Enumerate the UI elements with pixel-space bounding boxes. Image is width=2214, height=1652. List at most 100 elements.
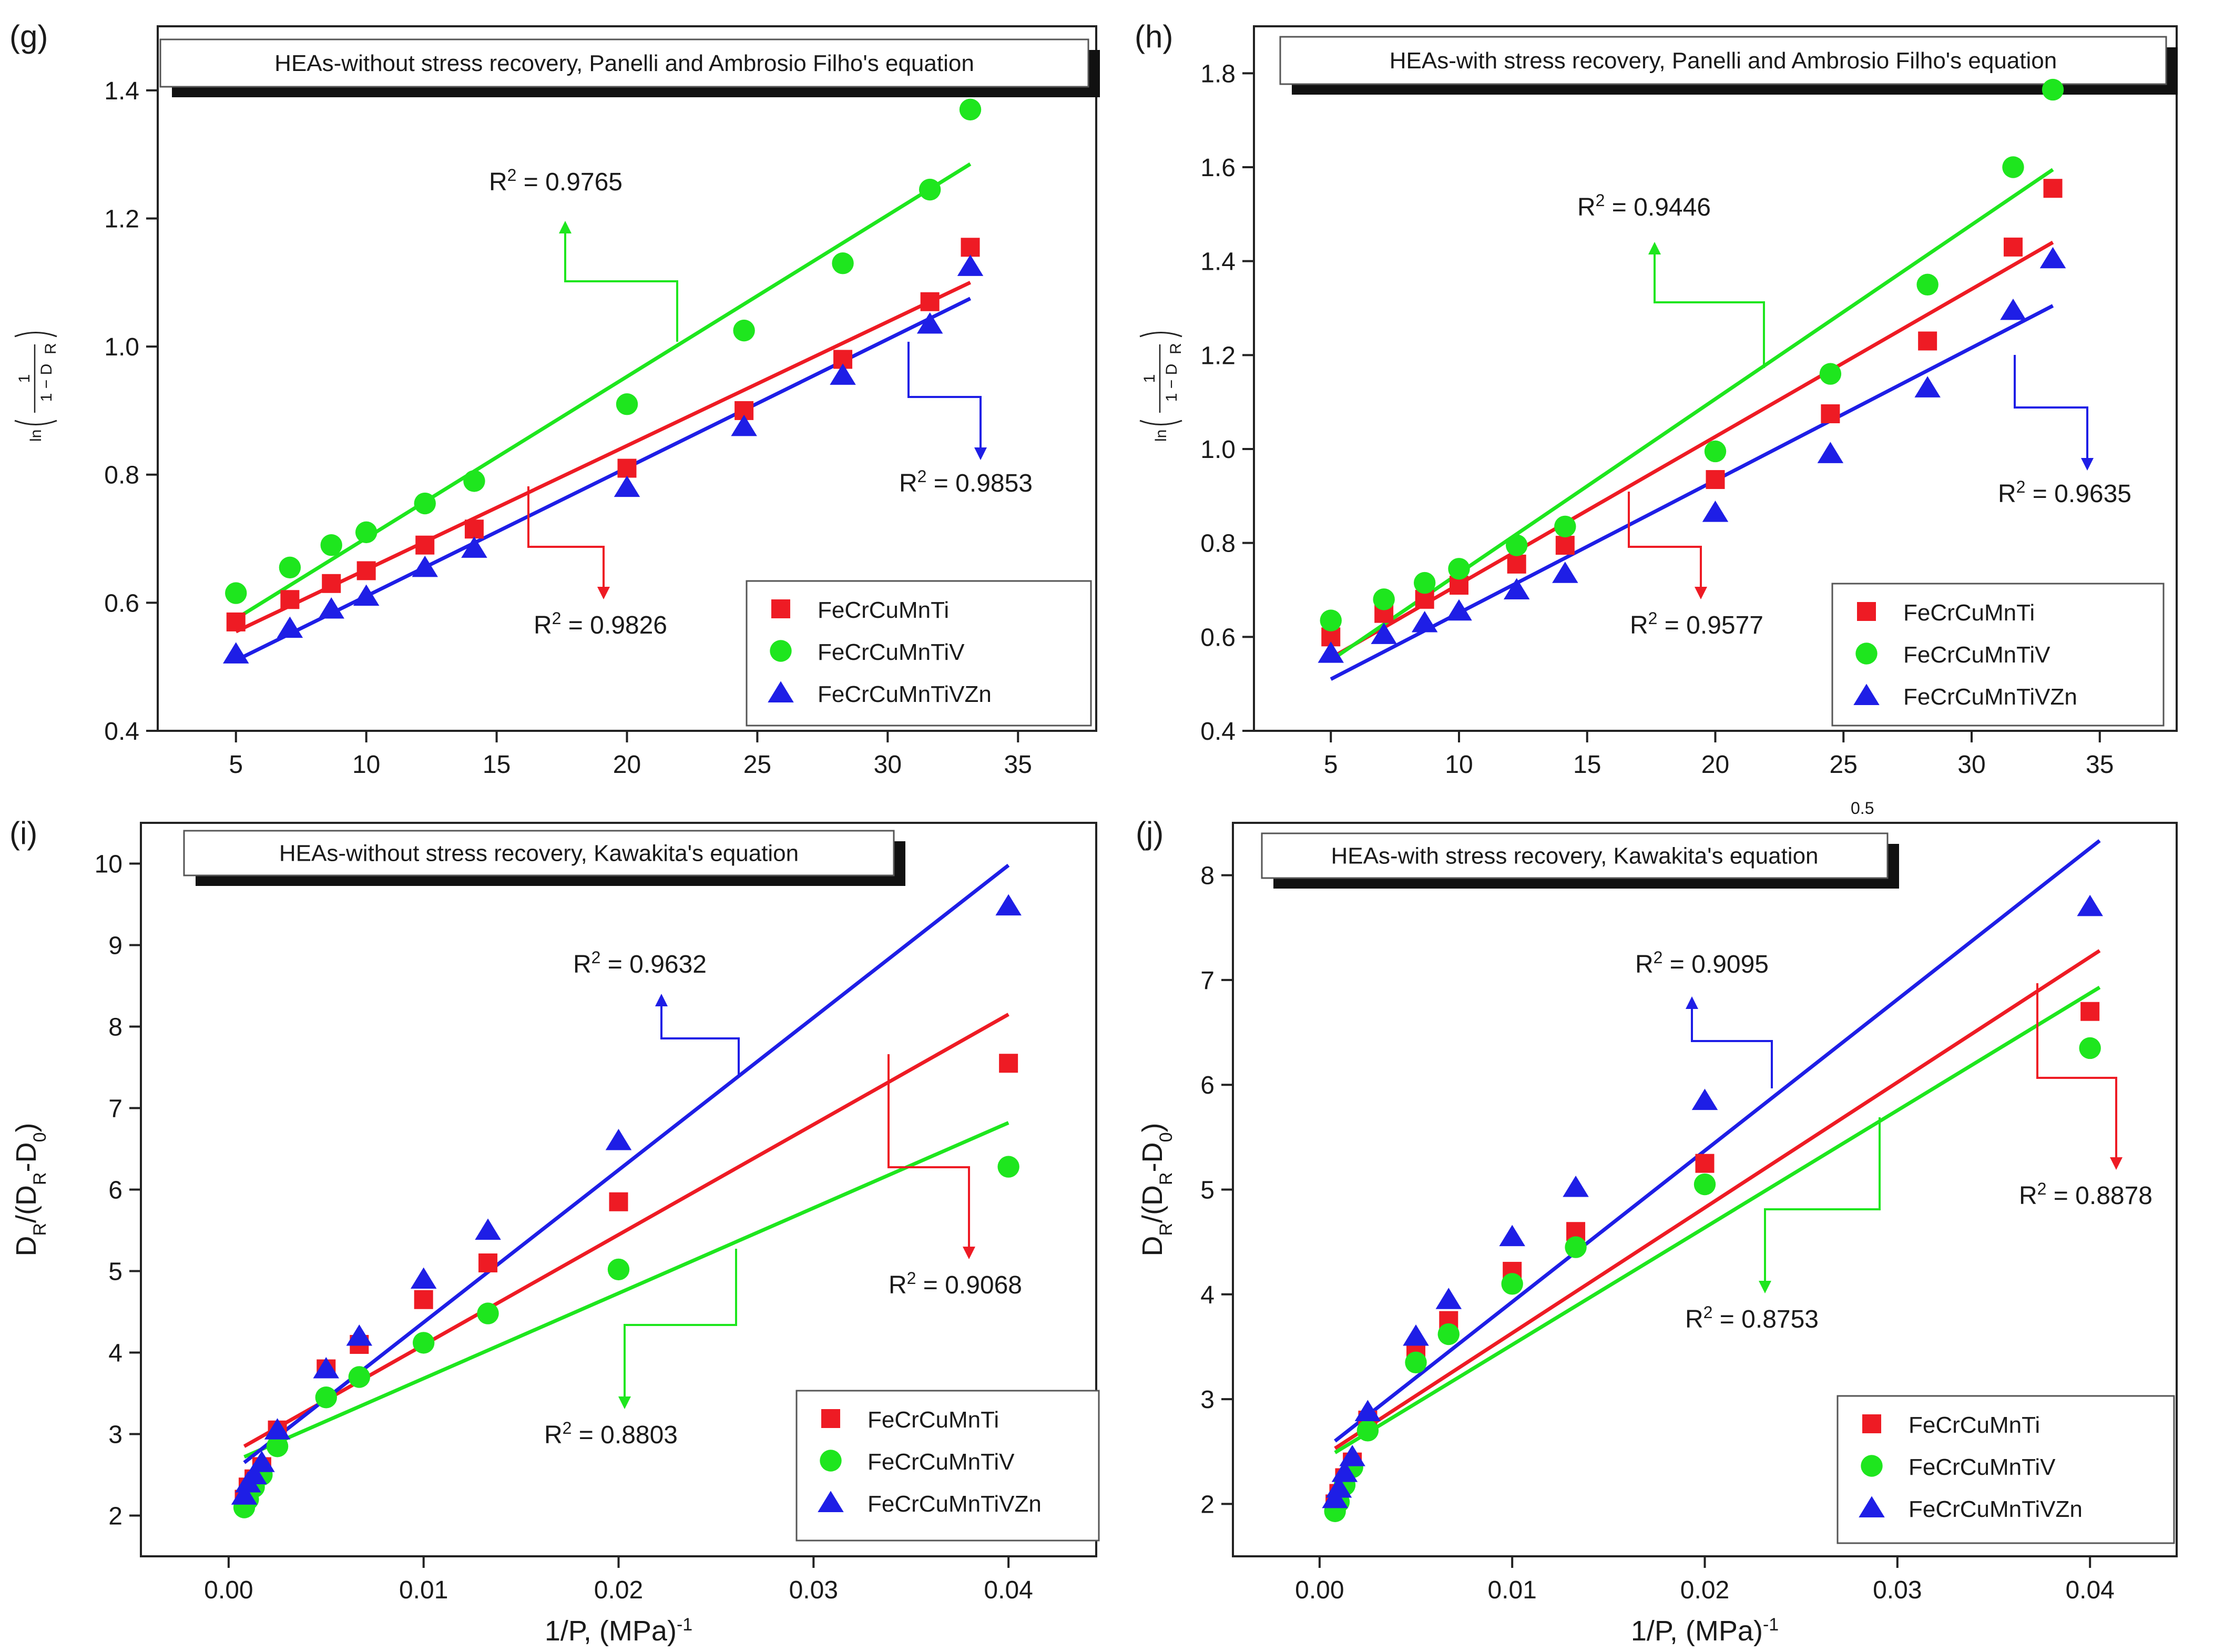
data-point-green [1373, 588, 1395, 610]
y-tick-label: 2 [108, 1503, 123, 1531]
data-point-red [478, 1253, 498, 1272]
y-label-text: DR/(DR-D0) [11, 1123, 50, 1257]
legend-marker-blue [1853, 684, 1880, 705]
title-box [1261, 832, 1889, 879]
data-point-green [1501, 1273, 1523, 1295]
y-tick-label: 0.6 [104, 589, 139, 617]
data-point-blue [916, 312, 943, 334]
x-tick-label: 15 [1573, 751, 1601, 779]
data-point-blue [231, 1483, 258, 1505]
data-point-red [226, 612, 246, 631]
data-point-blue [249, 1451, 275, 1472]
panel-label: (j) [1136, 815, 1164, 851]
data-point-green [1565, 1236, 1587, 1258]
data-point-green [1405, 1351, 1427, 1374]
data-point-red [920, 292, 940, 311]
data-point-blue [614, 475, 640, 497]
data-point-blue [995, 894, 1022, 916]
data-point-blue [2000, 298, 2026, 320]
chart-panel-i: 0.00 0.01 0.02 0.03 0.04 2 3 4 5 6 7 8 9 10 (i) HEAs-wi… [9, 815, 1100, 1647]
y-tick-label: 4 [1200, 1281, 1215, 1309]
x-tick-label: 20 [613, 751, 641, 779]
y-label-ln: ln [1152, 430, 1170, 442]
data-point-blue [223, 642, 249, 664]
y-label-paren-left [14, 420, 57, 425]
r2-arrowhead-green [1648, 242, 1661, 254]
fit-line-red [1334, 949, 2101, 1450]
legend-marker-green [1861, 1455, 1883, 1477]
r2-arrow-blue [2014, 355, 2088, 459]
data-point-green [1413, 572, 1436, 594]
data-point-blue [241, 1463, 267, 1484]
data-point-blue [2039, 247, 2066, 269]
r2-label-green: R2 = 0.8803 [544, 1419, 678, 1449]
data-point-green [266, 1435, 289, 1457]
x-tick-label: 30 [1957, 751, 1985, 779]
y-tick-label: 0.8 [104, 462, 139, 490]
x-tick-label: 0.04 [984, 1576, 1033, 1604]
data-point-green [1356, 1420, 1379, 1442]
y-tick-label: 0.6 [1200, 624, 1236, 651]
chart-panel-g: 5 10 15 20 25 30 35 0.4 0.6 0.8 1.0 1.2 1.4 (g) HEAs-w… [9, 19, 1100, 779]
stray-axis-fragment: 0.5 [1851, 799, 1874, 818]
r2-label-green: R2 = 0.9446 [1577, 191, 1711, 221]
y-tick-label: 0.4 [104, 718, 139, 746]
legend-marker-red [1862, 1414, 1881, 1433]
r2-arrowhead-green [618, 1396, 631, 1409]
data-point-blue [1552, 562, 1578, 583]
fit-line-green [1334, 985, 2101, 1454]
x-tick-label: 5 [229, 751, 243, 779]
r2-arrowhead-blue [655, 994, 668, 1006]
data-point-green [607, 1258, 630, 1281]
legend-entry-red: FeCrCuMnTi [1903, 600, 2035, 626]
y-label-numerator: 1 [1141, 374, 1158, 383]
y-tick-label: 7 [1200, 967, 1215, 995]
y-label-sub: R [1167, 343, 1185, 354]
data-point-blue [475, 1218, 501, 1240]
y-tick-label: 3 [1200, 1386, 1215, 1414]
data-point-green [616, 393, 638, 415]
x-tick-label: 0.02 [1680, 1576, 1729, 1604]
r2-label-green: R2 = 0.9765 [489, 166, 623, 196]
r2-arrow-green [624, 1249, 737, 1398]
data-point-blue [1817, 442, 1844, 463]
data-point-red [999, 1054, 1018, 1073]
r2-label-blue: R2 = 0.9635 [1998, 477, 2131, 508]
data-point-green [315, 1386, 337, 1409]
data-point-red [1706, 470, 1725, 490]
r2-arrow-red [527, 486, 605, 588]
x-axis-label: 1/P, (MPa)-1 [545, 1615, 692, 1647]
x-tick-label: 20 [1701, 751, 1729, 779]
chart-panel-h: 5 10 15 20 25 30 35 0.4 0.6 0.8 1.0 1.2 1.4 1.6 1.8 (h)… [1135, 19, 2178, 779]
x-tick-label: 0.00 [1295, 1576, 1344, 1604]
data-point-blue [1691, 1088, 1718, 1110]
y-tick-label: 8 [108, 1014, 123, 1042]
data-point-red [1821, 404, 1840, 423]
data-point-green [997, 1156, 1019, 1178]
data-point-blue [1325, 1476, 1352, 1498]
data-point-red [415, 535, 435, 555]
y-tick-label: 1.2 [1200, 342, 1236, 370]
data-point-blue [461, 536, 487, 558]
r2-arrow-red [2036, 983, 2117, 1158]
r2-arrow-green [1764, 1117, 1881, 1282]
x-tick-label: 25 [1830, 751, 1858, 779]
data-point-blue [1371, 623, 1397, 644]
legend-marker-red [1857, 602, 1876, 621]
panel-label: (h) [1135, 19, 1173, 54]
y-tick-label: 0.4 [1200, 718, 1236, 746]
y-tick-label: 1.8 [1200, 60, 1236, 88]
r2-arrowhead-red [597, 587, 610, 599]
r2-arrow-green [1654, 253, 1765, 368]
x-tick-label: 35 [1004, 751, 1032, 779]
y-label-denominator: 1 − D [38, 364, 55, 402]
fit-line-green [243, 1121, 1009, 1459]
data-point-red [356, 561, 376, 580]
x-tick-label: 5 [1324, 751, 1338, 779]
r2-arrowhead-blue [1686, 996, 1698, 1009]
r2-arrowhead-green [1759, 1281, 1771, 1293]
data-point-blue [1318, 641, 1344, 663]
y-tick-label: 4 [108, 1340, 123, 1368]
legend-marker-green [770, 640, 792, 662]
